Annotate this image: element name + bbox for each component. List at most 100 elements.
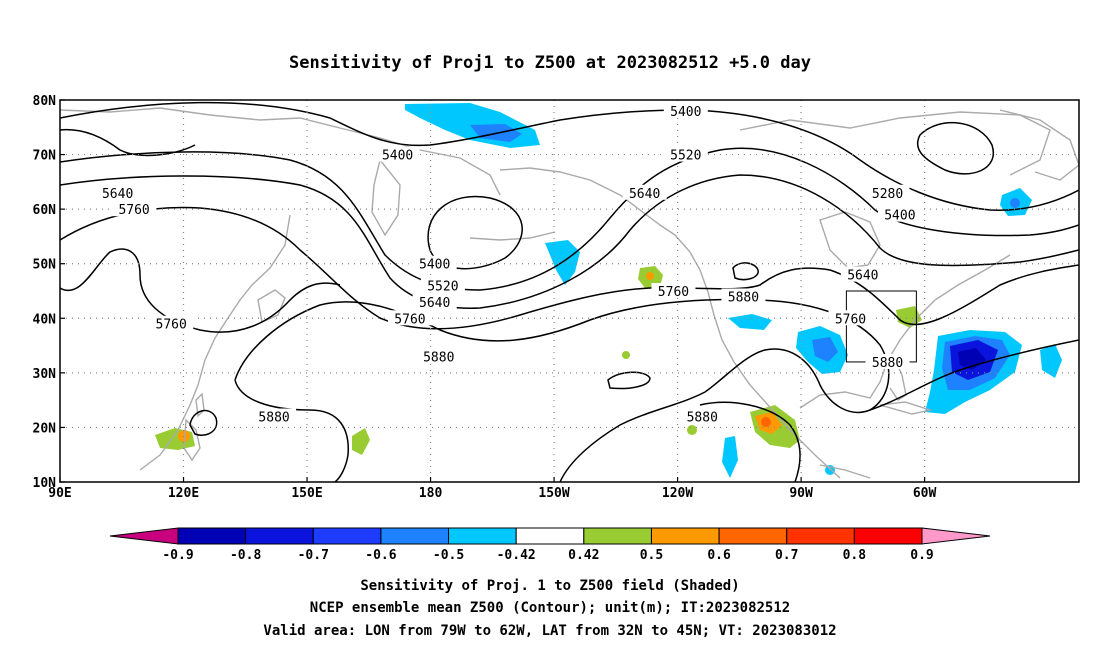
colorbar-min-arrow [109, 527, 179, 545]
contour-label-text: 5640 [102, 187, 133, 202]
shade-positive-pacific-dot2 [687, 425, 697, 435]
contour-label: 5880 [721, 288, 766, 305]
colorbar-box [853, 527, 923, 545]
figure-title: Sensitivity of Proj1 to Z500 at 20230825… [289, 53, 811, 73]
contour-label: 5760 [651, 283, 696, 300]
lat-tick-label: 10N [33, 476, 57, 491]
contour-small-high-pacific [607, 371, 651, 390]
contour-label: 5640 [622, 184, 667, 202]
contour-label-text: 5640 [419, 296, 450, 311]
colorbar-label: -0.42 [497, 548, 536, 563]
shade-negative-westcoast [728, 314, 772, 330]
colorbar-label: 0.5 [640, 548, 663, 563]
contour-label: 5880 [680, 408, 725, 426]
contour-5880-east [869, 339, 1079, 411]
colorbar-box [177, 527, 247, 545]
contour-label-text: 5760 [118, 203, 149, 218]
colorbar-label: 0.7 [775, 548, 798, 563]
contour-label-text: 5760 [394, 312, 425, 327]
contour-label-text: 5760 [156, 318, 187, 333]
contour-label-bg [877, 206, 922, 222]
colorbar-box [515, 527, 585, 545]
contour-label-bg [387, 310, 432, 326]
colorbar-box [312, 527, 382, 545]
colorbar: -0.9 -0.8 -0.7 -0.6 -0.5 -0.42 0.42 0.5 0.6 0.7 0.… [109, 527, 991, 563]
shade-negative-mexico-south [722, 436, 738, 478]
colorbar-label: -0.6 [365, 548, 396, 563]
shade-positive-northeast [896, 306, 922, 328]
contour-label-text: 5280 [872, 187, 903, 202]
contour-label: 5760 [828, 310, 873, 327]
map-frame [59, 99, 1080, 483]
colorbar-label: -0.5 [433, 548, 464, 563]
contour-label-text: 5520 [427, 280, 458, 295]
coast-japan [257, 289, 286, 323]
colorbar-label: -0.7 [298, 548, 329, 563]
coast-philippines [183, 418, 201, 462]
contour-5880 [234, 298, 890, 482]
shade-positive-pacific-dot1 [622, 351, 630, 359]
contour-label: 5640 [95, 184, 140, 202]
colorbar-box [448, 527, 517, 545]
contour-label: 5880 [865, 353, 910, 371]
contour-label-bg [663, 146, 708, 162]
contour-label: 5400 [375, 146, 420, 164]
shade-positive-pacific-core [646, 272, 654, 280]
lat-tick-label: 20N [33, 421, 57, 436]
contour-label: 5520 [420, 277, 465, 295]
contour-label-bg [651, 283, 696, 298]
contour-label-bg [149, 315, 194, 331]
lat-tick-label: 80N [33, 94, 57, 109]
contour-label: 5640 [412, 293, 457, 311]
z500-contours [60, 101, 1079, 482]
shade-positive-pacific-west [352, 428, 370, 455]
contour-label-text: 5880 [872, 356, 903, 371]
coast-central-america [819, 464, 871, 479]
lat-tick-label: 40N [33, 312, 57, 327]
contour-label: 5760 [149, 315, 194, 333]
lon-tick-label: 120E [168, 486, 199, 501]
shade-negative-labrador-core [1010, 198, 1020, 208]
contour-label: 5880 [416, 348, 461, 365]
coast-asia-east [139, 214, 291, 471]
coast-cuba [879, 401, 933, 415]
contour-label-text: 5400 [419, 258, 450, 273]
colorbar-box [718, 527, 788, 545]
contour-5400-west [60, 101, 691, 147]
colorbar-label: -0.8 [230, 548, 261, 563]
coast-aleutians [469, 231, 556, 241]
shade-negative-usa-core [812, 337, 838, 362]
colorbar-label: 0.6 [707, 548, 731, 563]
lat-tick-label: 50N [33, 258, 57, 273]
graticule [60, 100, 1079, 482]
contour-label: 5640 [840, 266, 885, 284]
colorbar-box [650, 527, 720, 545]
contour-label-bg [865, 184, 910, 200]
contour-label-bg [412, 255, 457, 271]
contour-label-bg [680, 408, 725, 424]
contour-label-bg [622, 184, 667, 200]
coast-asia-north [60, 107, 501, 196]
footer-line-2: NCEP ensemble mean Z500 (Contour); unit(… [310, 600, 790, 616]
colorbar-box [245, 527, 314, 545]
contour-label: 5760 [387, 310, 432, 327]
lon-tick-label: 150E [291, 486, 322, 501]
colorbar-max-arrow [921, 527, 991, 545]
contour-label-bg [663, 102, 708, 118]
coast-greenland [999, 109, 1079, 181]
contour-label-bg [252, 408, 297, 424]
contour-label-bg [375, 146, 420, 162]
contour-5760-west-lobe [60, 248, 341, 333]
coast-arctic-islands [739, 111, 1051, 176]
lon-tick-label: 90W [789, 486, 813, 501]
contour-label-bg [416, 348, 461, 364]
coast-na-gulf [799, 254, 1011, 409]
shade-positive-mexico-peak [761, 417, 771, 427]
shade-negative-east-atlantic [1040, 344, 1062, 378]
footer-line-1: Sensitivity of Proj. 1 to Z500 field (Sh… [360, 578, 739, 594]
coastlines [60, 107, 1079, 479]
colorbar-box [583, 527, 652, 545]
contour-label: 5880 [252, 408, 297, 426]
